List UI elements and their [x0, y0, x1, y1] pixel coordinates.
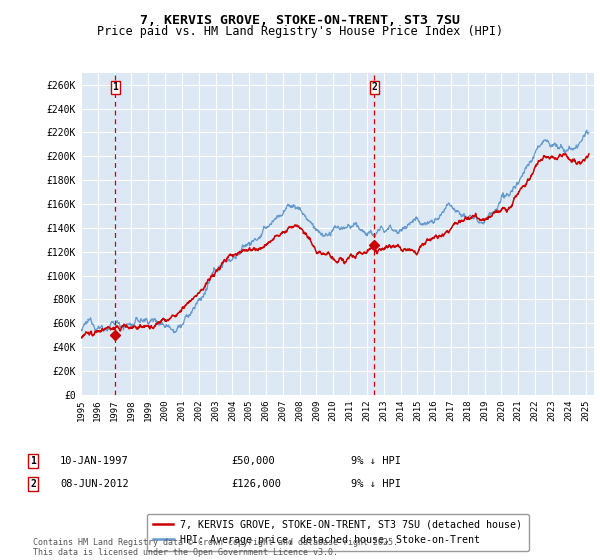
Text: 2: 2: [30, 479, 36, 489]
Text: Contains HM Land Registry data © Crown copyright and database right 2025.
This d: Contains HM Land Registry data © Crown c…: [33, 538, 398, 557]
Text: £50,000: £50,000: [231, 456, 275, 466]
Text: 08-JUN-2012: 08-JUN-2012: [60, 479, 129, 489]
Legend: 7, KERVIS GROVE, STOKE-ON-TRENT, ST3 7SU (detached house), HPI: Average price, d: 7, KERVIS GROVE, STOKE-ON-TRENT, ST3 7SU…: [146, 514, 529, 551]
Text: Price paid vs. HM Land Registry's House Price Index (HPI): Price paid vs. HM Land Registry's House …: [97, 25, 503, 38]
Text: 10-JAN-1997: 10-JAN-1997: [60, 456, 129, 466]
Text: 9% ↓ HPI: 9% ↓ HPI: [351, 479, 401, 489]
Text: 9% ↓ HPI: 9% ↓ HPI: [351, 456, 401, 466]
Text: £126,000: £126,000: [231, 479, 281, 489]
Text: 1: 1: [112, 82, 118, 92]
Text: 2: 2: [371, 82, 377, 92]
Text: 7, KERVIS GROVE, STOKE-ON-TRENT, ST3 7SU: 7, KERVIS GROVE, STOKE-ON-TRENT, ST3 7SU: [140, 14, 460, 27]
Text: 1: 1: [30, 456, 36, 466]
